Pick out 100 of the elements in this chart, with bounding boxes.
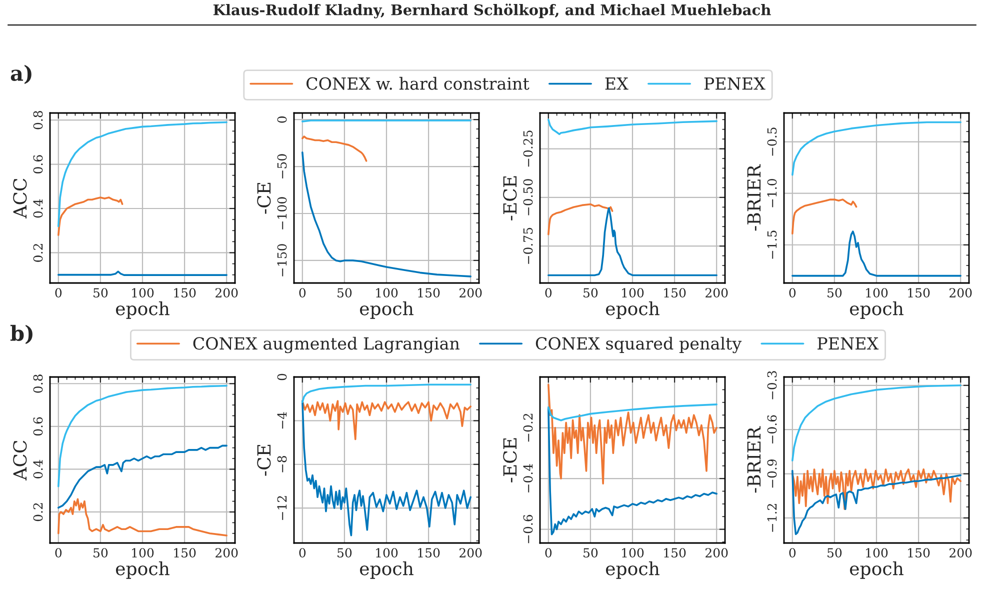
x-tick-label: 100 <box>376 548 398 558</box>
x-tick-label: 50 <box>338 288 352 298</box>
y-tick-label: −50 <box>277 154 287 178</box>
x-tick-label: 0 <box>55 288 62 298</box>
y-tick-label: 0.8 <box>33 110 43 130</box>
x-tick-label: 50 <box>584 288 598 298</box>
x-tick-label: 200 <box>216 288 238 298</box>
x-axis-title: epoch <box>360 561 414 579</box>
x-tick-label: 150 <box>908 288 930 298</box>
line-series <box>58 196 124 236</box>
x-tick-label: 200 <box>706 548 728 558</box>
x-tick-label: 100 <box>622 288 644 298</box>
x-axis-title: epoch <box>606 561 660 579</box>
line-series <box>792 230 962 277</box>
line-series <box>548 406 718 536</box>
legend-label: CONEX augmented Lagrangian <box>193 336 460 354</box>
line-series <box>792 470 962 536</box>
y-tick-label: −0.6 <box>523 514 533 544</box>
line-series <box>302 152 472 278</box>
x-tick-label: 100 <box>866 288 888 298</box>
line-series <box>792 198 858 234</box>
x-tick-label: 100 <box>132 288 154 298</box>
x-tick-label: 0 <box>299 548 306 558</box>
y-tick-label: −0.6 <box>767 415 777 444</box>
x-tick-label: 200 <box>460 548 482 558</box>
x-tick-label: 150 <box>418 288 440 298</box>
x-tick-label: 200 <box>460 288 482 298</box>
x-tick-label: 100 <box>376 288 398 298</box>
line-series <box>302 384 472 404</box>
x-axis-title: epoch <box>360 301 414 319</box>
line-series <box>792 384 962 462</box>
y-tick-label: 0.2 <box>33 244 43 262</box>
x-tick-label: 0 <box>545 548 552 558</box>
y-tick-label: 0.4 <box>33 460 43 478</box>
line-series <box>548 207 718 276</box>
y-tick-label: −0.3 <box>767 371 777 400</box>
y-tick-label: −1.5 <box>767 230 777 259</box>
y-tick-label: −150 <box>277 244 287 276</box>
y-tick-label: −0.50 <box>523 179 533 216</box>
y-axis-title: -BRIER <box>747 426 761 493</box>
x-tick-label: 100 <box>866 548 888 558</box>
x-tick-label: 200 <box>706 288 728 298</box>
legend-label: PENEX <box>818 337 879 350</box>
y-axis-title: -BRIER <box>747 164 761 231</box>
x-axis-title: epoch <box>606 301 660 319</box>
line-series <box>58 444 228 509</box>
y-tick-label: 0.6 <box>33 155 43 174</box>
line-series <box>792 468 962 510</box>
x-tick-label: 0 <box>545 288 552 298</box>
line-series <box>548 384 718 485</box>
y-tick-label: −1.0 <box>767 179 777 208</box>
text: b) <box>10 324 32 344</box>
y-tick-label: −0.2 <box>523 414 533 442</box>
x-tick-label: 0 <box>789 288 796 298</box>
x-tick-label: 50 <box>94 288 108 298</box>
line-series <box>792 121 962 176</box>
line-series <box>58 121 228 228</box>
x-tick-label: 50 <box>94 548 108 558</box>
x-tick-label: 0 <box>55 548 62 558</box>
y-tick-label: −0.9 <box>767 459 777 488</box>
x-tick-label: 50 <box>584 548 598 558</box>
x-tick-label: 50 <box>828 288 842 298</box>
x-tick-label: 100 <box>132 548 154 558</box>
y-tick-label: −0.25 <box>523 130 533 167</box>
legend-label: CONEX squared penalty <box>536 336 742 354</box>
legend-label: EX <box>605 77 628 90</box>
legend-label: CONEX w. hard constraint <box>306 76 530 90</box>
y-tick-label: −8 <box>277 456 287 472</box>
y-tick-label: −0.5 <box>767 128 777 156</box>
y-tick-label: −100 <box>277 197 287 230</box>
text: Klaus-Rudolf Kladny, Bernhard Schölkopf, and Michael Muehlebach <box>213 4 771 18</box>
x-tick-label: 200 <box>950 548 972 558</box>
y-axis-title: -CE <box>257 444 271 476</box>
line-series <box>302 400 472 440</box>
line-series <box>548 203 614 236</box>
line-series <box>548 404 718 422</box>
y-axis-title: -ECE <box>503 176 517 220</box>
x-tick-label: 150 <box>174 288 196 298</box>
x-tick-label: 150 <box>418 548 440 558</box>
y-tick-label: 0.4 <box>33 199 43 218</box>
y-tick-label: −0.4 <box>523 464 533 492</box>
line-series <box>302 400 472 536</box>
x-tick-label: 50 <box>828 548 842 558</box>
y-axis-title: ACC <box>13 440 27 480</box>
y-tick-label: 0 <box>277 116 287 123</box>
x-tick-label: 100 <box>622 548 644 558</box>
x-tick-label: 150 <box>908 548 930 558</box>
y-tick-label: −12 <box>277 496 287 520</box>
x-axis-title: epoch <box>116 561 170 579</box>
y-tick-label: 0 <box>277 374 287 380</box>
y-tick-label: 0.2 <box>33 503 43 522</box>
x-tick-label: 0 <box>299 288 306 298</box>
y-tick-label: 0.8 <box>33 374 43 393</box>
y-axis-title: -CE <box>257 182 271 214</box>
x-tick-label: 200 <box>950 288 972 298</box>
y-tick-label: 0.6 <box>33 417 43 436</box>
line-series <box>58 384 228 488</box>
line-series <box>302 136 368 162</box>
x-tick-label: 0 <box>789 548 796 558</box>
text: a) <box>10 64 32 84</box>
